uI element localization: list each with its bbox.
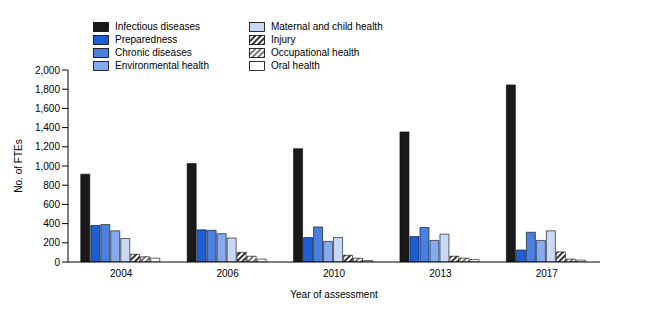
svg-text:0: 0 [54,257,60,268]
svg-text:400: 400 [43,218,60,229]
svg-text:2017: 2017 [536,268,559,279]
svg-text:Year of assessment: Year of assessment [290,289,378,300]
html-text:Preparedness: Preparedness [115,34,178,45]
html-text:Infectious diseases: Infectious diseases [115,21,201,32]
html-text:Environmental health: Environmental health [115,60,209,71]
svg-text:2006: 2006 [216,268,239,279]
svg-text:1,000: 1,000 [35,161,60,172]
svg-text:200: 200 [43,237,60,248]
html-text:Oral health: Oral health [271,60,320,71]
svg-text:600: 600 [43,199,60,210]
svg-text:2010: 2010 [323,268,346,279]
html-text:Occupational health: Occupational health [271,47,360,58]
svg-text:1,800: 1,800 [35,84,60,95]
html-text:Injury: Injury [271,34,296,45]
html-text:Maternal and child health: Maternal and child health [271,21,383,32]
svg-text:No. of FTEs: No. of FTEs [13,139,24,192]
svg-text:1,200: 1,200 [35,141,60,152]
svg-text:1,600: 1,600 [35,103,60,114]
svg-text:2,000: 2,000 [35,65,60,76]
svg-text:800: 800 [43,180,60,191]
svg-text:2004: 2004 [110,268,133,279]
svg-text:2013: 2013 [429,268,452,279]
html-text:Chronic diseases: Chronic diseases [115,47,192,58]
svg-text:1,400: 1,400 [35,122,60,133]
